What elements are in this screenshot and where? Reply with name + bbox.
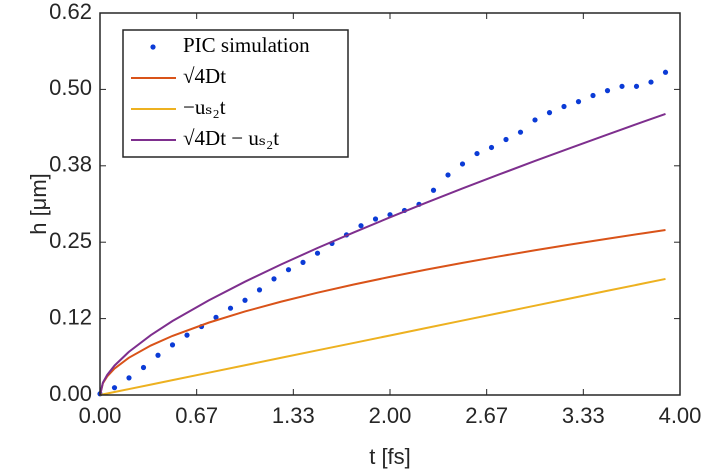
legend-label: PIC simulation	[183, 33, 310, 57]
data-point	[430, 187, 437, 193]
data-point	[619, 83, 625, 89]
data-point	[662, 69, 669, 75]
data-point	[285, 267, 292, 273]
data-point	[372, 216, 379, 222]
data-point	[213, 314, 219, 320]
data-point	[169, 342, 176, 348]
y-tick-label: 0.00	[49, 381, 92, 406]
x-tick-label: 0.67	[175, 403, 218, 428]
data-point	[256, 287, 263, 293]
data-point	[314, 250, 321, 256]
y-tick-label: 0.50	[49, 75, 92, 100]
legend: PIC simulation √4Dt −uₛ₂t √4Dt − uₛ₂t	[122, 29, 349, 158]
x-tick-label: 2.00	[369, 403, 412, 428]
x-tick-label: 2.67	[465, 403, 508, 428]
data-point	[227, 305, 234, 311]
legend-label: −uₛ₂t	[183, 95, 226, 119]
data-point	[271, 276, 277, 282]
data-point	[155, 352, 161, 358]
data-point	[184, 332, 190, 338]
data-point	[445, 172, 451, 178]
y-tick-label: 0.38	[49, 152, 92, 177]
legend-box	[122, 29, 349, 158]
data-point	[300, 259, 306, 265]
data-point	[648, 79, 654, 85]
y-tick-label: 0.25	[49, 228, 92, 253]
data-point	[126, 375, 132, 381]
data-point	[358, 223, 364, 229]
data-point	[242, 297, 248, 303]
data-point	[140, 364, 147, 371]
x-tick-label: 3.33	[562, 403, 605, 428]
legend-label: √4Dt	[183, 64, 226, 88]
data-point	[590, 92, 596, 99]
data-point	[474, 150, 480, 157]
data-point	[517, 129, 524, 135]
data-point	[503, 136, 509, 143]
x-tick-label: 0.00	[79, 403, 122, 428]
y-tick-label: 0.62	[49, 0, 92, 24]
series-line	[99, 112, 666, 396]
series-line	[99, 277, 666, 396]
data-point	[111, 385, 118, 391]
x-axis-label: t [fs]	[369, 444, 411, 469]
data-point	[488, 144, 495, 151]
data-point	[546, 110, 553, 116]
data-point	[532, 117, 538, 123]
data-point	[604, 88, 611, 94]
y-tick-label: 0.12	[49, 304, 92, 329]
data-point	[459, 161, 466, 167]
legend-symbol	[150, 44, 156, 50]
data-point	[633, 83, 640, 89]
legend-label: √4Dt − uₛ₂t	[183, 126, 279, 150]
data-point	[575, 99, 582, 105]
x-tick-label: 4.00	[659, 403, 702, 428]
y-axis-label: h [μm]	[26, 173, 51, 235]
x-tick-label: 1.33	[272, 403, 315, 428]
data-point	[561, 103, 567, 110]
series-line	[99, 228, 666, 396]
axes-box	[99, 12, 681, 396]
